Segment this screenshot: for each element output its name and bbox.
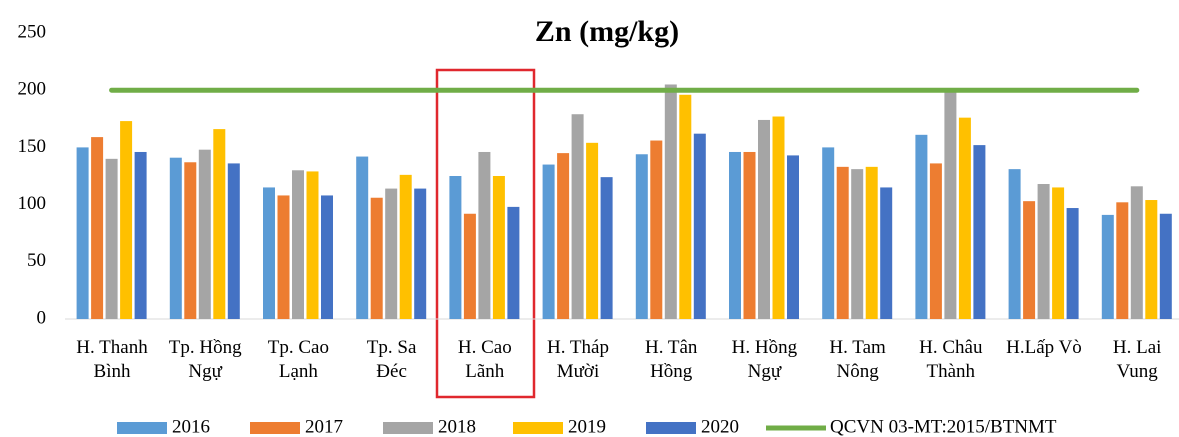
legend-label: 2019 — [568, 416, 606, 437]
bar — [635, 154, 648, 319]
highlight-box — [435, 68, 536, 399]
bar — [306, 171, 319, 319]
legend-label: 2017 — [305, 416, 343, 437]
x-tick-label: Tp. Cao Lạnh — [267, 337, 329, 382]
legend-label: 2020 — [701, 416, 739, 437]
x-tick-label: H. Lai Vung — [1112, 337, 1162, 382]
bar — [134, 151, 147, 319]
bar — [650, 140, 663, 319]
bar — [91, 137, 104, 319]
bar — [851, 169, 864, 319]
bar — [1008, 169, 1021, 319]
bar — [772, 116, 785, 320]
x-tick-label: H. Cao Lãnh — [457, 337, 512, 382]
bar — [1116, 202, 1129, 319]
legend-label: QCVN 03-MT:2015/BTNMT — [830, 416, 1057, 437]
bar — [958, 117, 971, 319]
bar — [557, 153, 570, 319]
bar — [1052, 187, 1065, 319]
legend-label: 2016 — [172, 416, 210, 437]
x-tick-label: H. Tháp Mười — [547, 337, 609, 382]
y-tick-label: 150 — [18, 136, 47, 157]
x-tick-label: H. Tam Nông — [829, 337, 886, 382]
bar — [743, 151, 756, 319]
bar — [399, 174, 412, 319]
bar — [463, 213, 476, 319]
bar — [1130, 186, 1143, 319]
bar — [492, 176, 505, 319]
bar — [213, 129, 226, 319]
bar — [693, 133, 706, 319]
bar — [321, 195, 333, 319]
bar — [292, 170, 304, 319]
bar — [198, 149, 211, 319]
bar — [169, 157, 182, 319]
bar — [929, 163, 942, 319]
bar — [478, 151, 491, 319]
y-tick-label: 250 — [18, 21, 47, 42]
bar — [76, 147, 89, 319]
bar — [787, 155, 799, 319]
bar — [277, 195, 290, 319]
bar — [1145, 200, 1158, 319]
bar — [1101, 214, 1114, 319]
bar — [370, 197, 383, 319]
bar — [973, 145, 986, 319]
bar — [1037, 184, 1050, 319]
legend-swatch — [250, 422, 300, 434]
bar — [679, 94, 692, 319]
x-tick-label: H. Châu Thành — [919, 337, 983, 382]
bar — [105, 158, 118, 319]
bar — [944, 90, 957, 319]
x-tick-label: H. Tân Hồng — [644, 337, 698, 382]
bar — [507, 206, 520, 319]
x-tick-label: Tp. Hồng Ngự — [168, 337, 242, 382]
bar — [664, 84, 677, 319]
bar — [586, 142, 599, 319]
x-tick-label: Tp. Sa Đéc — [366, 337, 417, 382]
x-tick-label: H. Thanh Bình — [76, 337, 148, 382]
bar — [227, 163, 240, 319]
bar — [836, 166, 849, 319]
bar — [120, 121, 133, 319]
legend-swatch — [117, 422, 167, 434]
bar — [1066, 208, 1079, 319]
x-tick-label: H.Lấp Vò — [1006, 337, 1082, 358]
bar — [385, 188, 398, 319]
bar — [915, 134, 928, 319]
bar — [449, 176, 462, 319]
bar — [1023, 201, 1036, 319]
bar — [865, 166, 878, 319]
chart-title: Zn (mg/kg) — [535, 15, 679, 48]
bar — [356, 156, 369, 319]
y-tick-label: 50 — [27, 250, 46, 271]
bar — [822, 147, 835, 319]
bar — [729, 151, 741, 319]
bar — [542, 164, 555, 319]
bar — [263, 187, 275, 319]
bar — [600, 177, 613, 319]
y-tick-label: 0 — [37, 307, 47, 328]
bar — [571, 114, 584, 319]
bar — [184, 162, 197, 319]
legend-label: 2018 — [438, 416, 476, 437]
bar — [758, 119, 770, 319]
bar — [1159, 213, 1172, 319]
y-tick-label: 100 — [18, 193, 47, 214]
bar — [414, 188, 427, 319]
y-tick-label: 200 — [18, 79, 47, 100]
bar — [880, 187, 893, 319]
legend-swatch — [513, 422, 563, 434]
legend-swatch — [646, 422, 696, 434]
legend-swatch — [383, 422, 433, 434]
x-tick-label: H. Hồng Ngự — [731, 337, 798, 382]
